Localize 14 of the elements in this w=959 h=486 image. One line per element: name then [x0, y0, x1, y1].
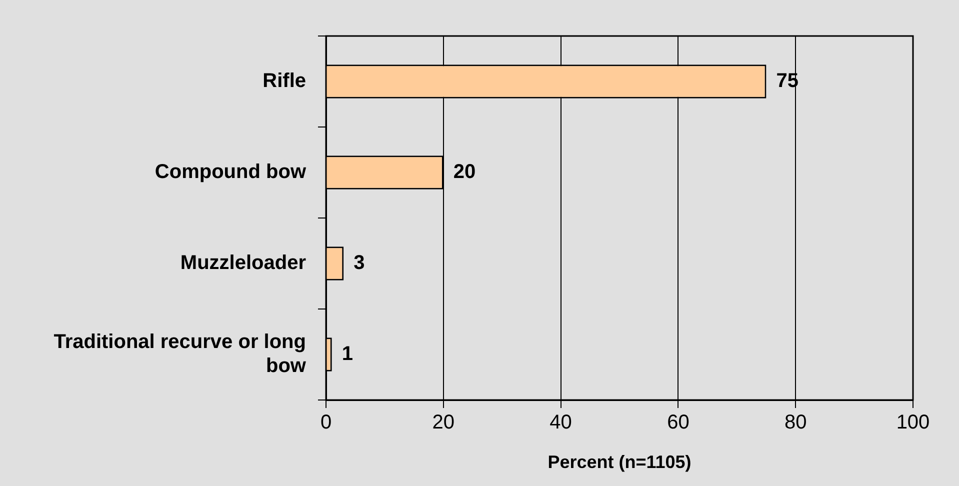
x-axis-title: Percent (n=1105): [548, 452, 692, 472]
x-tick-label: 100: [896, 412, 930, 434]
x-tick-label: 20: [432, 412, 455, 434]
data-label: 1: [342, 343, 353, 366]
y-tick-label: Muzzleloader: [180, 252, 306, 274]
data-label: 3: [354, 252, 365, 274]
x-tick-label: 40: [550, 412, 572, 434]
data-label: 20: [453, 161, 476, 184]
y-tick-label: Compound bow: [154, 161, 306, 184]
x-tick-label: 0: [320, 412, 332, 434]
x-tick-label: 80: [784, 412, 807, 434]
x-tick-label: 60: [667, 412, 690, 434]
y-tick-label: Traditional recurve or long bow: [54, 331, 306, 378]
y-tick-label: Rifle: [262, 70, 306, 92]
